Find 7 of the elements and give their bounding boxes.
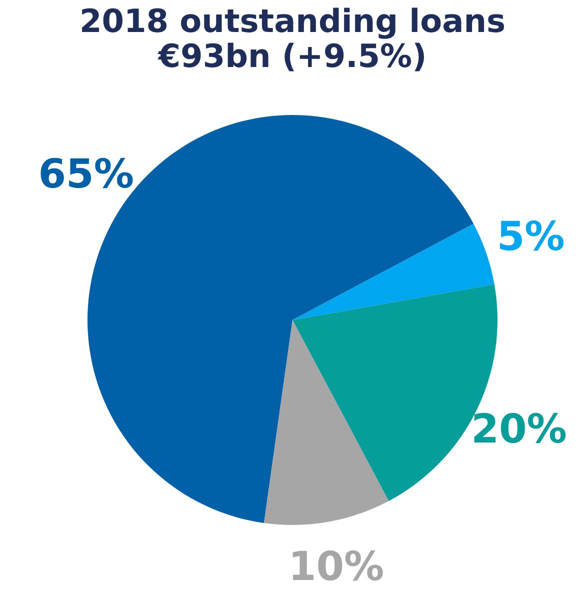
data-label: 65%	[38, 151, 134, 198]
data-label: 5%	[496, 214, 565, 260]
pie-slice	[292, 224, 494, 320]
chart-title: 2018 outstanding loans	[79, 2, 506, 40]
pie-slice	[264, 320, 389, 525]
data-label: 10%	[288, 544, 384, 590]
data-label: 20%	[471, 406, 567, 452]
